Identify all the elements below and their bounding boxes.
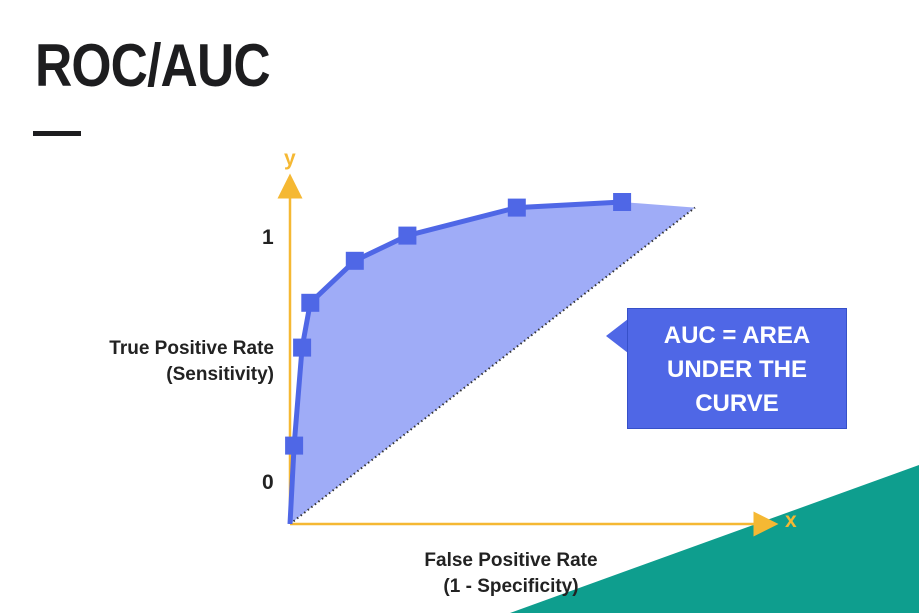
y-axis-title: True Positive Rate (Sensitivity) (60, 336, 274, 387)
x-axis-title-line2: (1 - Specificity) (443, 575, 579, 597)
y-axis-letter: y (284, 147, 296, 170)
roc-curve-line (287, 199, 623, 525)
callout-line2: UNDER THE (666, 356, 807, 384)
roc-point-marker (301, 293, 320, 312)
page-title: ROC/AUC (35, 32, 271, 99)
x-axis-title-line1: False Positive Rate (424, 550, 598, 571)
roc-point-marker (507, 198, 526, 217)
auc-callout-box: AUC = AREA UNDER THE CURVE (627, 308, 847, 429)
roc-point-marker (293, 338, 312, 357)
title-underline (33, 131, 81, 136)
auc-shaded-area (290, 202, 695, 524)
roc-point-marker (398, 226, 417, 245)
y-tick-label-0: 0 (262, 471, 274, 494)
callout-pointer (606, 319, 628, 353)
y-axis-title-line2: (Sensitivity) (166, 363, 274, 385)
callout-line3: CURVE (695, 390, 779, 418)
y-axis-title-line1: True Positive Rate (109, 338, 274, 359)
roc-point-marker (613, 193, 632, 211)
x-axis-letter: x (785, 509, 797, 532)
roc-point-marker (345, 251, 364, 270)
y-tick-label-1: 1 (262, 226, 274, 249)
x-axis-title: False Positive Rate (1 - Specificity) (380, 548, 642, 599)
random-classifier-diagonal (289, 206, 696, 525)
callout-line1: AUC = AREA (663, 322, 811, 349)
roc-point-marker (285, 436, 304, 455)
